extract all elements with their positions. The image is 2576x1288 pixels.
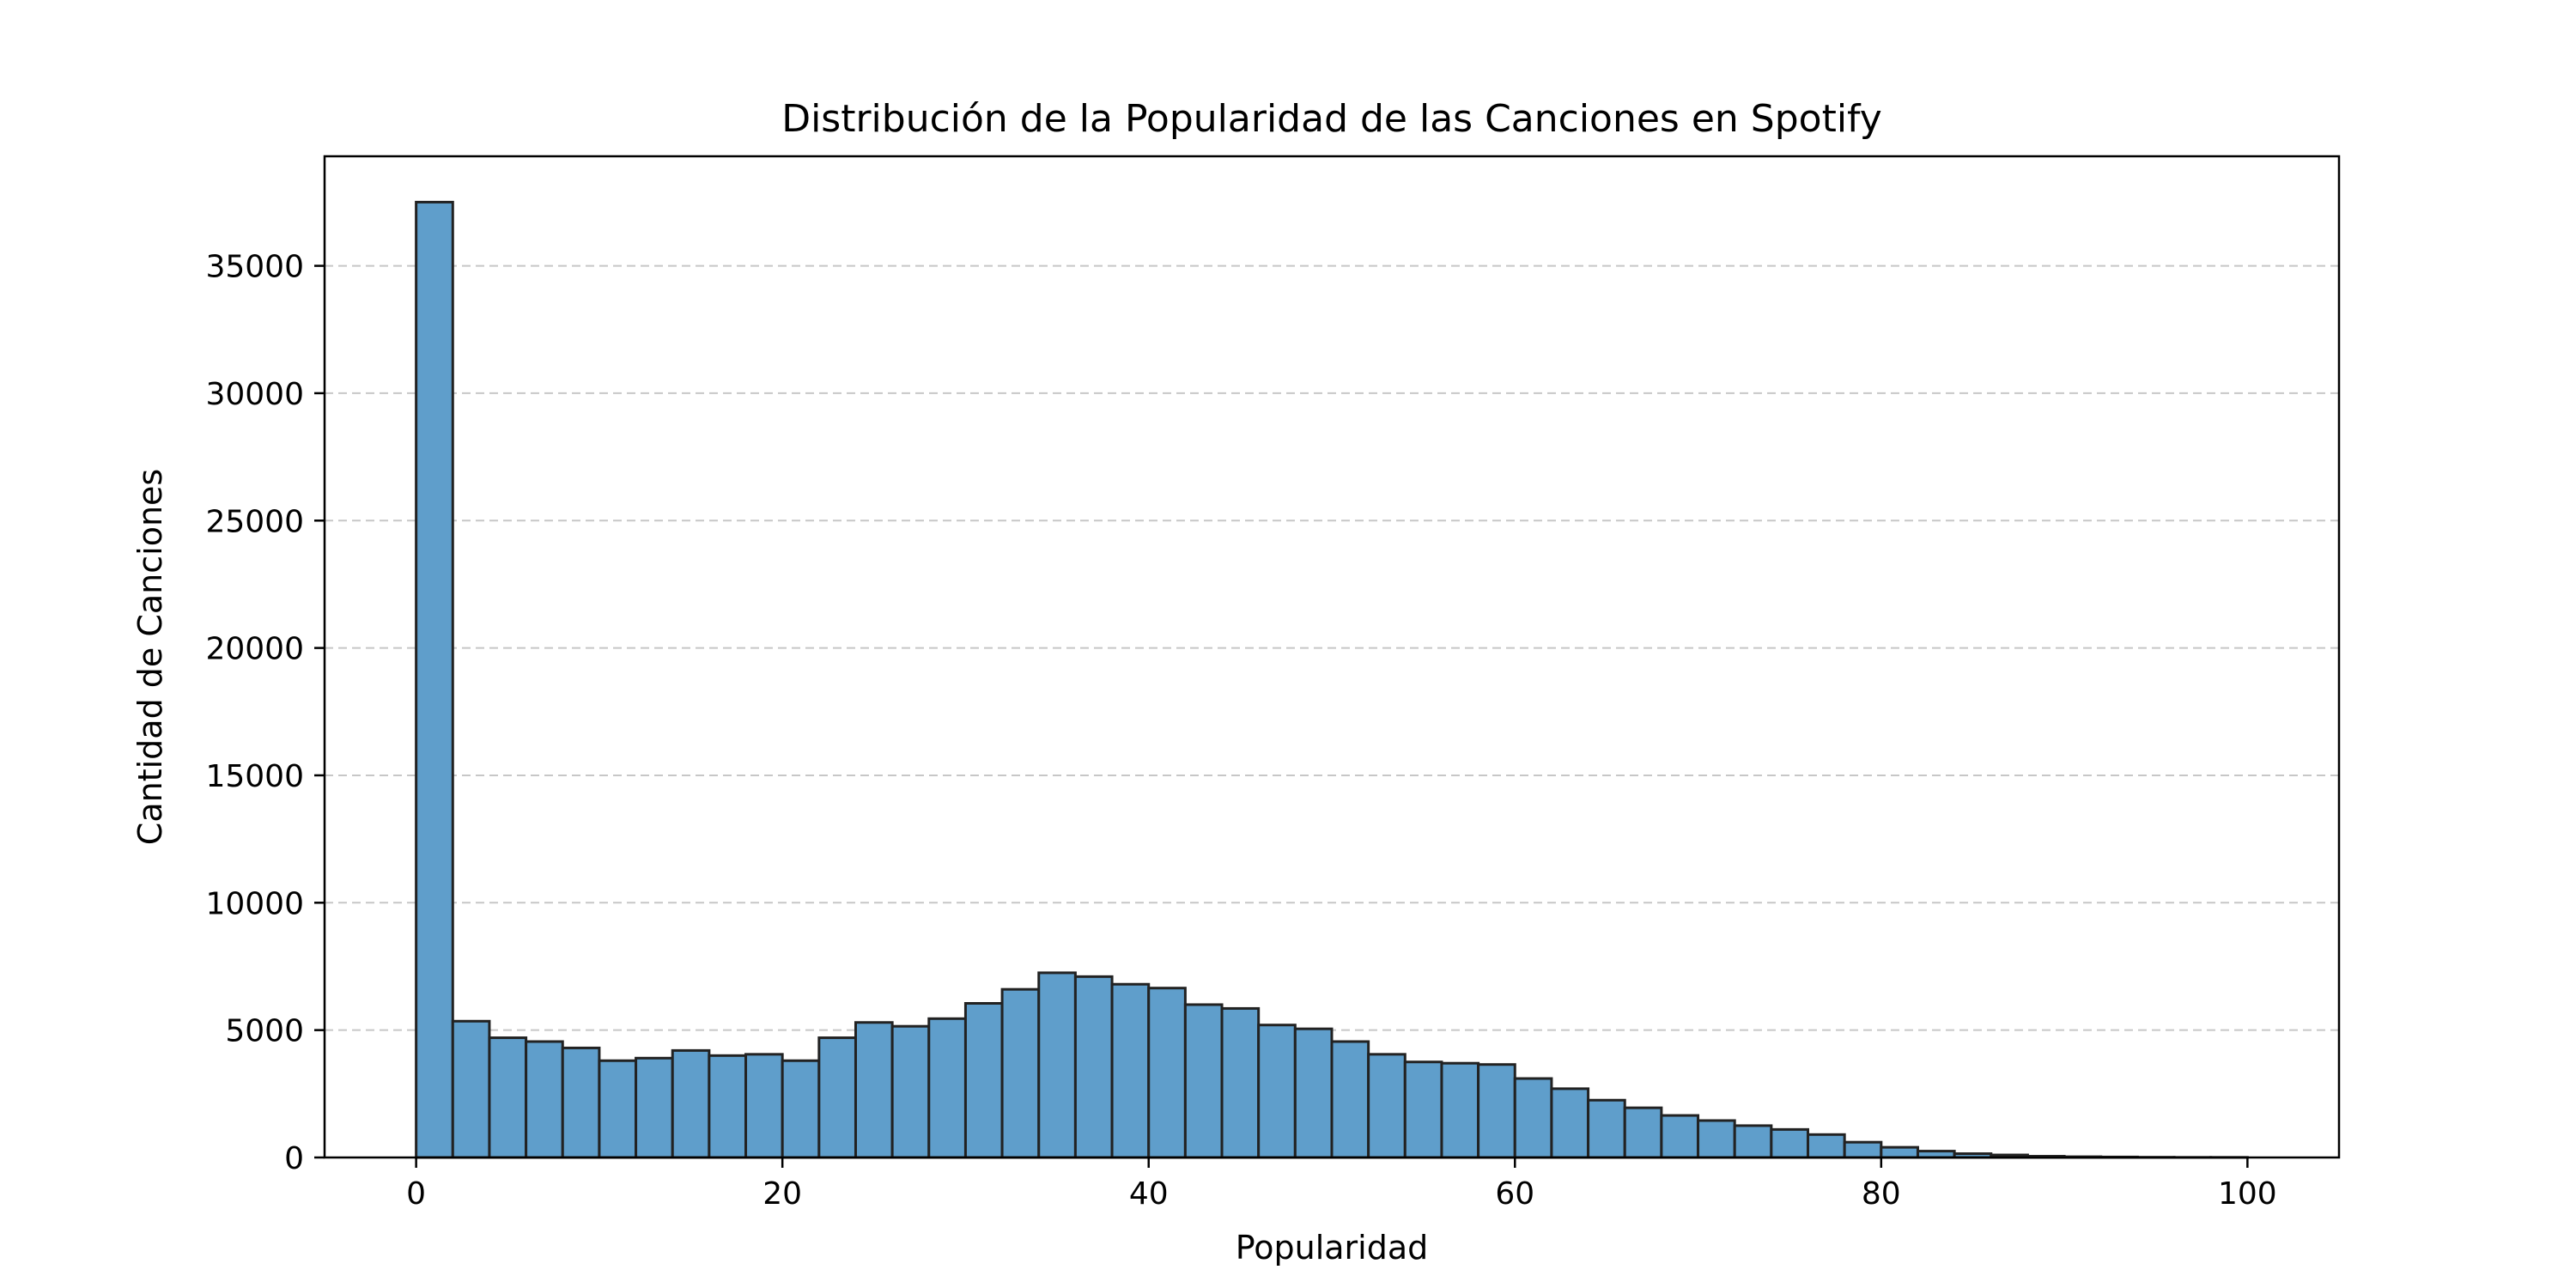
bar-6 [635,1056,674,1159]
bar-37 [1770,1127,1810,1159]
bar-21 [1183,1003,1224,1159]
bar-18 [1073,975,1114,1159]
y-tick-label-4: 20000 [205,632,304,667]
bar-10 [781,1059,821,1159]
bar-35 [1697,1119,1736,1159]
bar-32 [1587,1098,1626,1159]
bar-16 [1000,987,1041,1159]
y-tick-label-0: 0 [284,1141,304,1176]
x-axis-label: Popularidad [1236,1229,1429,1267]
y-tick-label-7: 35000 [205,250,304,285]
x-axis-ticks: 0 20 40 60 80 100 [406,1157,2277,1212]
bar-27 [1403,1060,1443,1159]
bar-8 [708,1054,748,1159]
x-tick-label-4: 80 [1862,1176,1901,1212]
bar-0 [415,200,454,1159]
y-axis-ticks: 0 5000 10000 15000 20000 25000 30000 35000 [205,250,325,1176]
bar-4 [561,1046,601,1159]
bar-14 [927,1017,967,1159]
bar-28 [1440,1061,1480,1159]
bar-24 [1293,1027,1334,1159]
bar-5 [598,1059,638,1159]
bar-34 [1660,1114,1700,1159]
bar-13 [890,1024,931,1159]
bar-3 [525,1040,564,1159]
y-tick-label-2: 10000 [205,886,304,921]
x-tick-label-0: 0 [406,1176,426,1212]
x-tick-label-5: 100 [2218,1176,2277,1212]
x-tick-label-2: 40 [1129,1176,1169,1212]
bar-40 [1880,1145,1919,1159]
bar-29 [1477,1063,1516,1159]
bar-39 [1843,1140,1883,1159]
bar-30 [1513,1077,1553,1159]
bar-25 [1330,1040,1370,1159]
bar-33 [1623,1106,1663,1159]
bar-1 [451,1019,491,1159]
bar-7 [671,1048,711,1159]
bar-11 [817,1036,857,1159]
gridlines [325,264,2339,1031]
bar-20 [1147,987,1187,1159]
bar-17 [1037,971,1077,1159]
bar-36 [1733,1124,1773,1159]
bar-22 [1220,1006,1261,1159]
y-axis-label: Cantidad de Canciones [131,469,169,845]
bar-9 [744,1053,784,1159]
bar-23 [1257,1024,1297,1159]
x-tick-label-1: 20 [762,1176,802,1212]
y-tick-label-6: 30000 [205,377,304,412]
plot-frame [323,155,2341,1159]
y-tick-label-1: 5000 [225,1014,304,1049]
chart-title: Distribución de la Popularidad de las Ca… [781,97,1882,141]
x-tick-label-3: 60 [1495,1176,1534,1212]
bar-31 [1550,1087,1590,1159]
bar-26 [1367,1053,1406,1159]
bar-15 [963,1002,1004,1159]
bar-12 [854,1021,894,1159]
y-tick-label-3: 15000 [205,759,304,794]
bars [415,200,2249,1159]
bar-38 [1807,1133,1846,1159]
bar-19 [1110,982,1151,1159]
y-tick-label-5: 25000 [205,504,304,539]
bar-2 [488,1036,528,1159]
